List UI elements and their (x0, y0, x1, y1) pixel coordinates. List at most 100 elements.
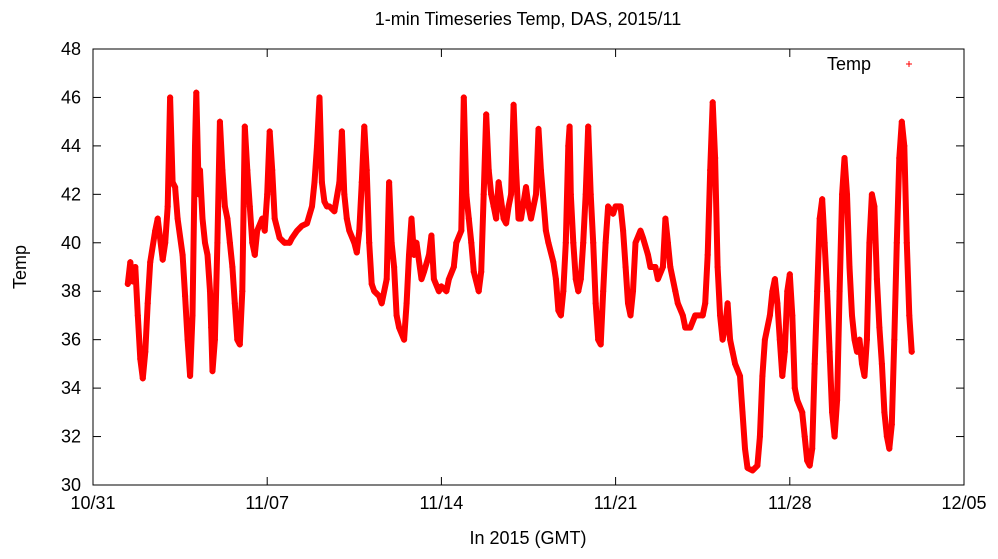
data-point (199, 215, 206, 222)
data-point (871, 203, 878, 210)
data-point (453, 239, 460, 246)
data-point (555, 307, 562, 314)
data-point (321, 198, 328, 205)
data-point (216, 118, 223, 125)
data-point (786, 271, 793, 278)
data-point (617, 203, 624, 210)
x-axis-ticks: 10/31 11/07 11/14 11/21 11/28 12/05 (70, 49, 987, 513)
data-point (438, 283, 445, 290)
data-point (299, 222, 306, 229)
data-point (139, 375, 146, 382)
data-point (224, 215, 231, 222)
data-point (331, 208, 338, 215)
data-point (445, 276, 452, 283)
data-point (388, 239, 395, 246)
data-point (674, 300, 681, 307)
data-point (719, 336, 726, 343)
x-tick-label: 11/21 (594, 493, 638, 513)
data-point (358, 179, 365, 186)
data-point (580, 239, 587, 246)
plot-frame (92, 48, 965, 486)
data-point (630, 288, 637, 295)
data-point (490, 203, 497, 210)
data-point (587, 191, 594, 198)
legend-marker-temp (906, 61, 912, 67)
data-point (231, 300, 238, 307)
data-point (532, 191, 539, 198)
y-tick-label: 36 (61, 330, 81, 350)
data-point (174, 215, 181, 222)
legend-label-temp: Temp (827, 54, 871, 74)
data-point (873, 276, 880, 283)
data-point (672, 288, 679, 295)
data-point (566, 123, 573, 130)
data-point (261, 227, 268, 234)
data-point (654, 276, 661, 283)
data-point (841, 155, 848, 161)
data-point (779, 373, 786, 379)
data-point (771, 276, 778, 283)
data-point (361, 123, 368, 130)
data-point (562, 239, 569, 246)
data-point (893, 239, 900, 246)
data-point (537, 167, 544, 174)
data-point (137, 356, 144, 363)
data-point (801, 433, 808, 440)
data-point (179, 251, 186, 258)
data-point (470, 268, 477, 275)
data-point (545, 239, 552, 246)
data-point (724, 300, 731, 307)
data-point (383, 276, 390, 283)
series-line (124, 89, 915, 474)
data-point (605, 203, 612, 210)
data-point (184, 336, 191, 343)
data-point (336, 179, 343, 186)
data-point (201, 239, 208, 246)
data-point (829, 409, 836, 416)
data-point (513, 167, 520, 174)
data-point (769, 288, 776, 295)
data-point (811, 360, 818, 367)
data-point (214, 239, 221, 246)
data-point (699, 312, 706, 319)
y-tick-label: 40 (61, 233, 81, 253)
data-point (570, 239, 577, 246)
data-point (679, 312, 686, 319)
data-point (353, 249, 360, 256)
data-point (226, 239, 233, 246)
data-point (836, 288, 843, 295)
data-point (318, 179, 325, 186)
data-point (590, 239, 597, 246)
data-point (341, 191, 348, 198)
data-point (597, 341, 604, 348)
data-point (704, 251, 711, 258)
data-point (144, 300, 151, 307)
data-point (881, 409, 888, 416)
data-point (659, 264, 666, 270)
data-point (883, 433, 890, 440)
data-point (420, 268, 427, 275)
y-tick-label: 38 (61, 281, 81, 301)
y-tick-label: 44 (61, 136, 81, 156)
data-point (271, 215, 278, 222)
data-point (846, 264, 853, 270)
data-point (193, 89, 200, 96)
data-point (241, 123, 248, 130)
data-point (824, 288, 831, 295)
data-point (197, 167, 204, 174)
data-point (687, 324, 694, 331)
data-point (313, 142, 320, 149)
data-point (142, 348, 149, 355)
data-point (236, 341, 243, 348)
data-point (901, 142, 908, 149)
data-point (152, 227, 159, 234)
data-point (326, 203, 333, 210)
data-point (744, 465, 751, 472)
data-point (425, 251, 432, 258)
data-point (602, 239, 609, 246)
y-axis-ticks: 30 32 34 36 38 40 42 44 46 48 (61, 39, 964, 495)
y-tick-label: 46 (61, 87, 81, 107)
data-point (508, 191, 515, 198)
data-point (304, 220, 311, 227)
